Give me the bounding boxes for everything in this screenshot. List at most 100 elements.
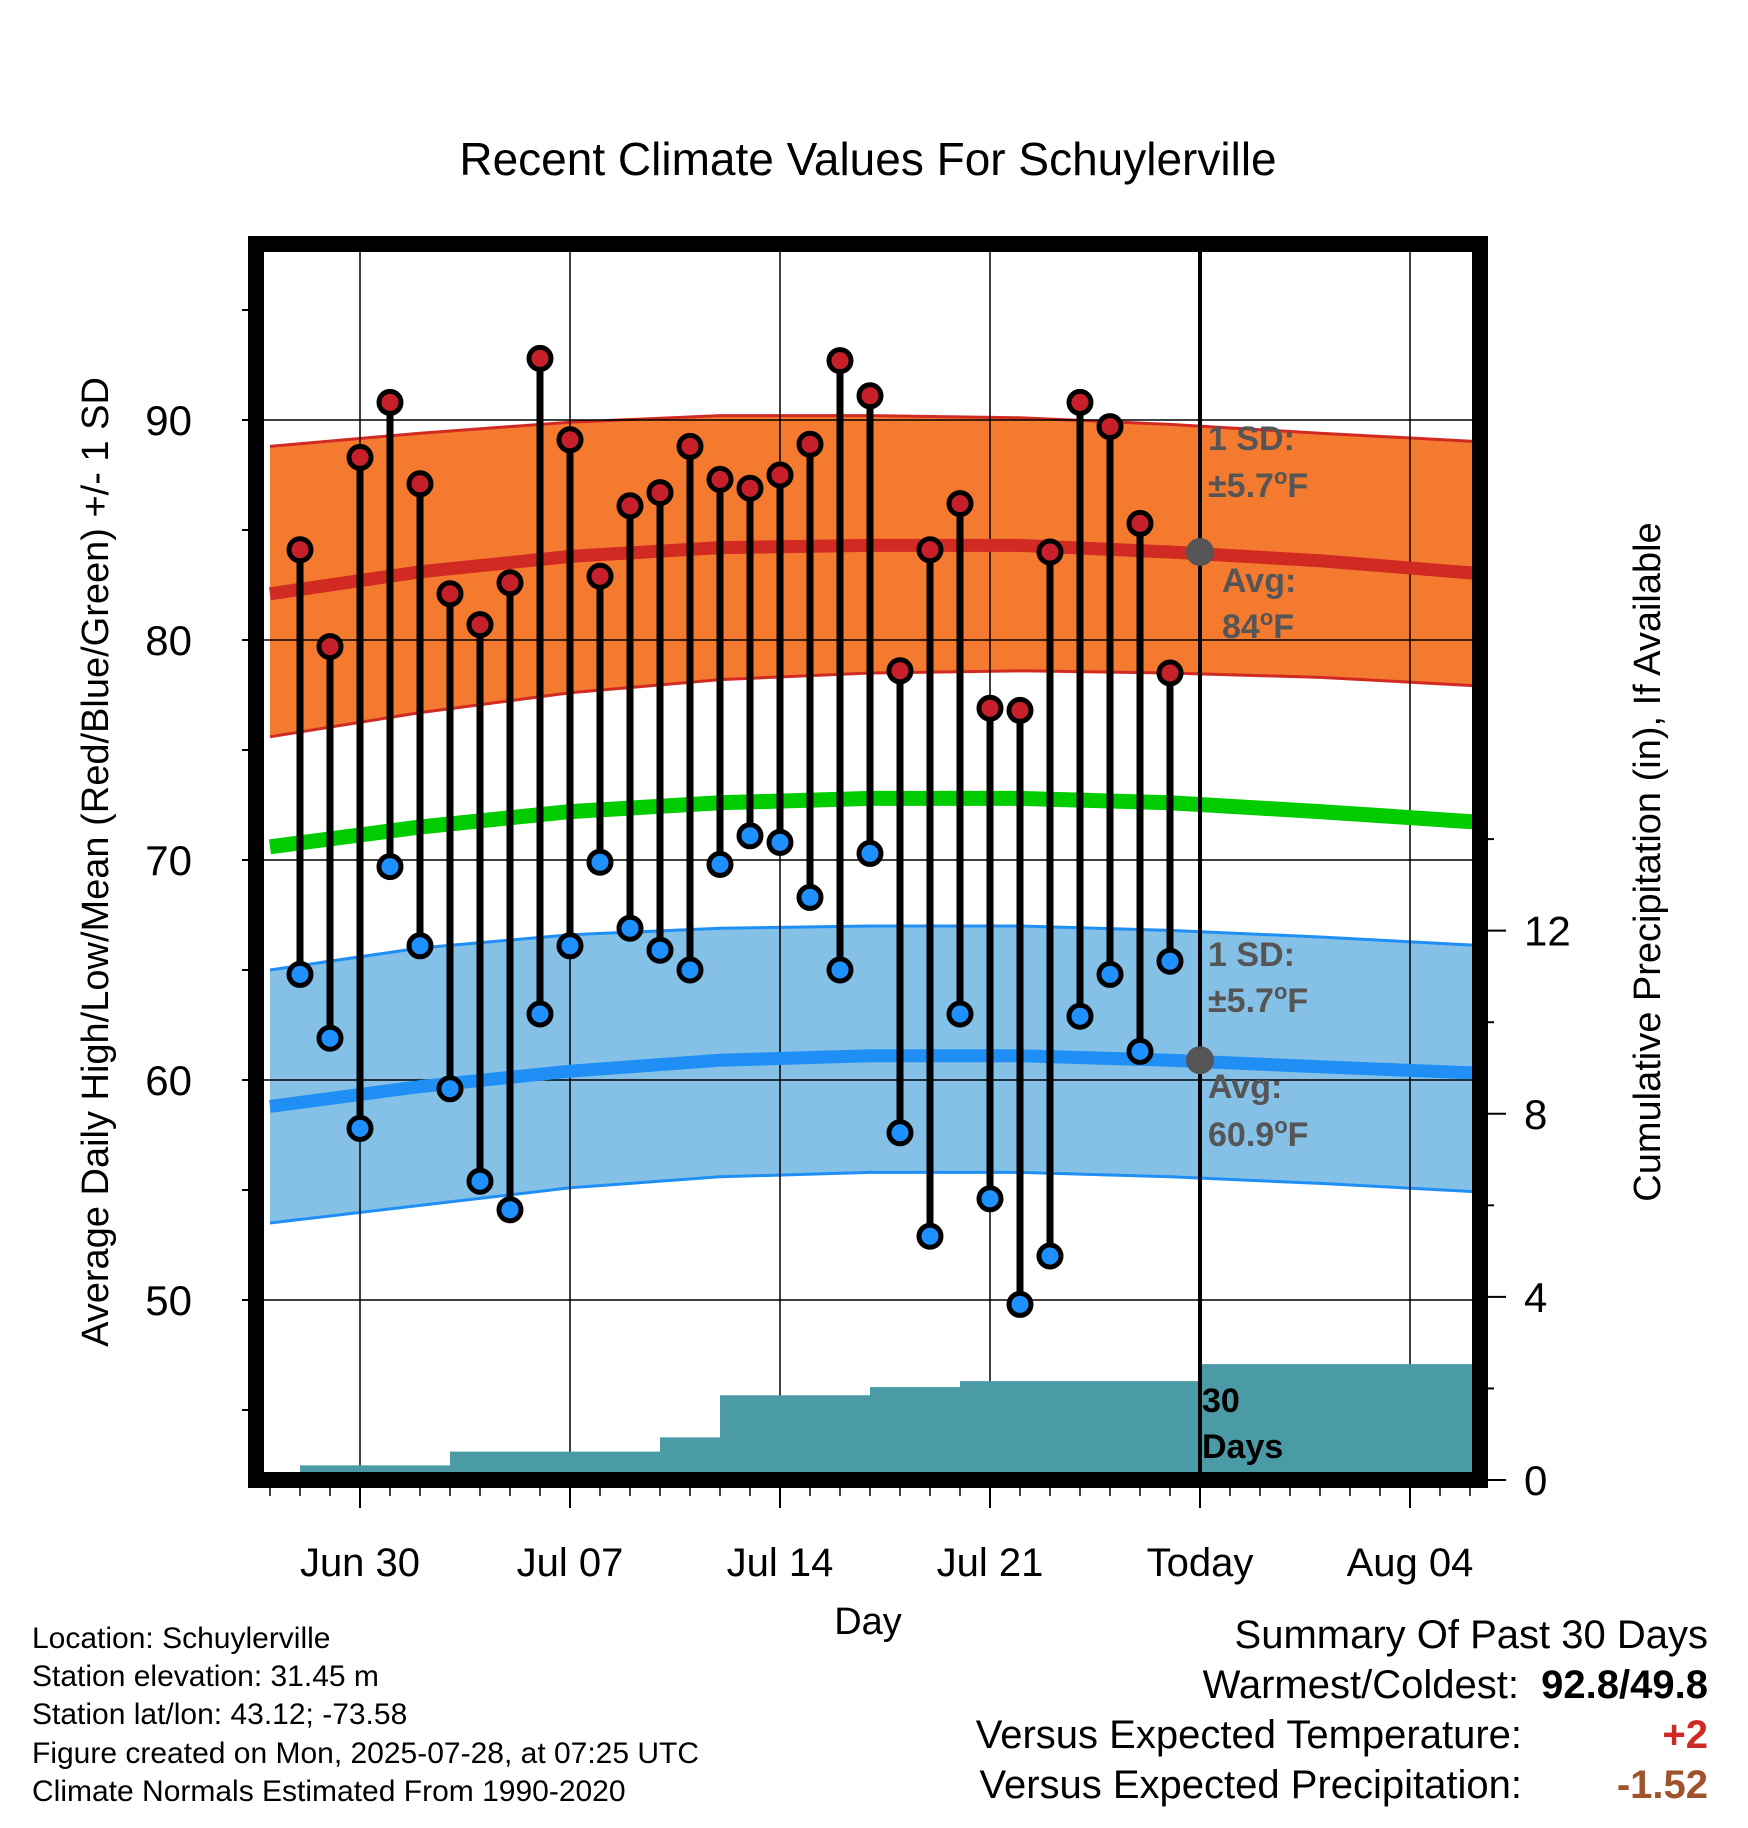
high-point: [496, 569, 524, 597]
summary-warm-cold: Warmest/Coldest: 92.8/49.8: [1203, 1663, 1708, 1708]
plot-frame: [248, 236, 1488, 1488]
high-point: [796, 430, 824, 458]
y-tick-label-70: 70: [145, 837, 192, 884]
high-sd-value: ±5.7oF: [1208, 464, 1308, 505]
days-label-number: 30: [1202, 1382, 1240, 1420]
x-tick-label-today: Today: [1147, 1541, 1254, 1585]
x-axis-title: Day: [834, 1601, 902, 1643]
low-avg-label: Avg:: [1208, 1068, 1282, 1106]
low-point: [586, 848, 614, 876]
precip-area: [270, 1364, 1485, 1480]
high-point: [646, 479, 674, 507]
high-point: [736, 474, 764, 502]
low-point: [796, 883, 824, 911]
low-point: [736, 822, 764, 850]
low-sd-label: 1 SD:: [1208, 936, 1295, 974]
high-point: [1156, 659, 1184, 687]
high-point: [436, 580, 464, 608]
footer-latlon: Station lat/lon: 43.12; -73.58: [32, 1698, 408, 1731]
summary-precip-number: -1.52: [1616, 1763, 1708, 1807]
low-point: [946, 1000, 974, 1028]
low-point: [556, 932, 584, 960]
summary-temp-label: Versus Expected Temperature:: [975, 1713, 1522, 1757]
summary-title: Summary Of Past 30 Days: [1234, 1613, 1708, 1657]
footer-created: Figure created on Mon, 2025-07-28, at 07…: [32, 1737, 700, 1770]
low-point: [676, 956, 704, 984]
low-point: [1156, 947, 1184, 975]
high-point: [376, 388, 404, 416]
y-axis-title: Average Daily High/Low/Mean (Red/Blue/Gr…: [75, 377, 117, 1347]
y2-axis-title: Cumulative Precipitation (in), If Availa…: [1627, 522, 1669, 1201]
low-point: [1006, 1290, 1034, 1318]
high-point: [676, 432, 704, 460]
x-tick-label-jul-07: Jul 07: [517, 1541, 624, 1585]
low-sd-band: [270, 926, 1485, 1223]
high-point: [406, 470, 434, 498]
high-point: [946, 490, 974, 518]
chart-title: Recent Climate Values For Schuylerville: [459, 133, 1276, 185]
y2-tick-label-12: 12: [1524, 908, 1571, 955]
summary-temp-value: +2: [1662, 1713, 1708, 1758]
low-avg-value: 60.9oF: [1208, 1113, 1308, 1154]
high-point: [706, 465, 734, 493]
days-label-text: Days: [1202, 1428, 1283, 1466]
footer-location: Location: Schuylerville: [32, 1622, 331, 1655]
high-point: [976, 694, 1004, 722]
low-point: [466, 1167, 494, 1195]
y2-tick-label-4: 4: [1524, 1274, 1547, 1321]
high-point: [766, 461, 794, 489]
y-tick-label-80: 80: [145, 617, 192, 664]
low-point: [706, 850, 734, 878]
high-point: [616, 492, 644, 520]
low-point: [856, 839, 884, 867]
summary-precip-label: Versus Expected Precipitation:: [979, 1763, 1522, 1807]
low-point: [976, 1185, 1004, 1213]
low-point: [766, 828, 794, 856]
y-tick-label-90: 90: [145, 397, 192, 444]
high-point: [346, 443, 374, 471]
summary-warm-cold-value: 92.8/49.8: [1541, 1663, 1708, 1707]
high-point: [286, 536, 314, 564]
low-point: [526, 1000, 554, 1028]
footer-normals: Climate Normals Estimated From 1990-2020: [32, 1775, 626, 1808]
x-tick-label-jul-21: Jul 21: [937, 1541, 1044, 1585]
low-point: [376, 853, 404, 881]
y-tick-label-50: 50: [145, 1277, 192, 1324]
low-point: [346, 1114, 374, 1142]
high-point: [526, 344, 554, 372]
normal-low-line: [269, 1049, 1486, 1113]
high-point: [586, 562, 614, 590]
high-avg-value: 84oF: [1222, 605, 1294, 646]
high-point: [856, 382, 884, 410]
low-point: [406, 932, 434, 960]
low-point: [886, 1119, 914, 1147]
high-sd-label: 1 SD:: [1208, 420, 1295, 458]
low-point: [916, 1222, 944, 1250]
summary-precip-value: -1.52: [1617, 1763, 1708, 1808]
today-low-normal-marker: [1186, 1046, 1214, 1075]
low-point: [496, 1196, 524, 1224]
x-tick-label-jul-14: Jul 14: [727, 1541, 834, 1585]
x-tick-label-aug-04: Aug 04: [1347, 1541, 1474, 1585]
today-high-normal-marker: [1186, 538, 1214, 566]
high-avg-label: Avg:: [1222, 562, 1296, 600]
low-point: [1096, 960, 1124, 988]
low-sd-band-upper-edge: [269, 924, 1486, 972]
high-sd-band: [270, 415, 1485, 737]
low-point: [1066, 1002, 1094, 1030]
summary-temp-number: +2: [1662, 1713, 1708, 1757]
low-point: [316, 1024, 344, 1052]
y-tick-label-60: 60: [145, 1057, 192, 1104]
low-sd-band-lower-edge: [269, 1170, 1486, 1225]
x-tick-label-jun-30: Jun 30: [300, 1541, 420, 1585]
high-point: [316, 633, 344, 661]
y2-tick-label-0: 0: [1524, 1457, 1547, 1504]
summary-warm-cold-label: Warmest/Coldest:: [1202, 1663, 1519, 1707]
footer-elevation: Station elevation: 31.45 m: [32, 1660, 379, 1693]
high-point: [466, 611, 494, 639]
low-point: [1126, 1037, 1154, 1065]
high-point: [1006, 696, 1034, 724]
high-point: [826, 347, 854, 375]
high-point: [556, 426, 584, 454]
